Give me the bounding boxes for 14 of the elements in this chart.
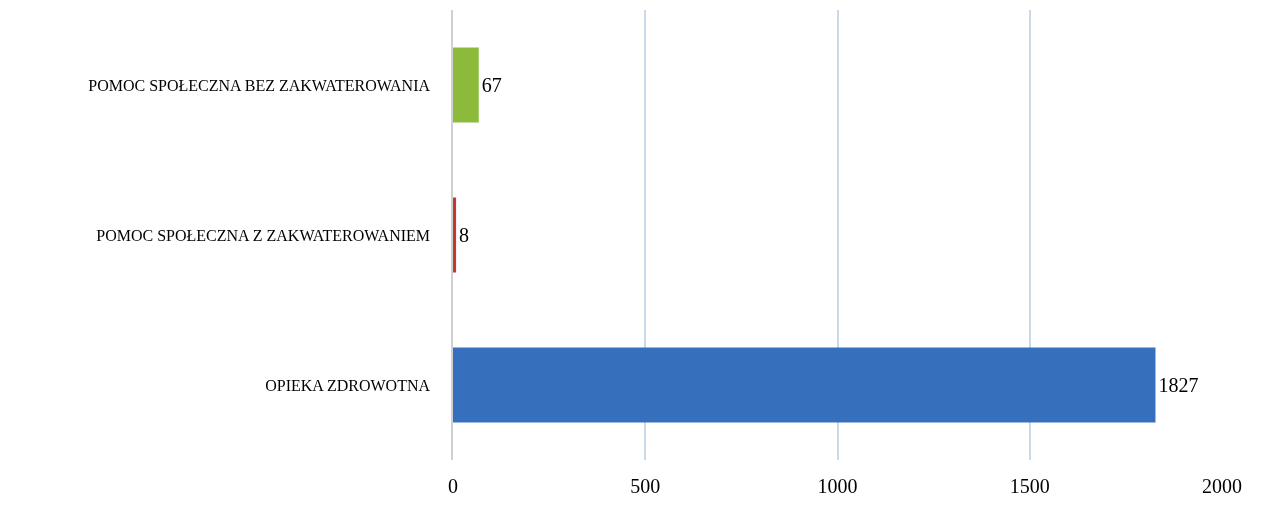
- x-tick-label: 1500: [1009, 475, 1050, 497]
- x-tick-label: 0: [448, 475, 458, 497]
- data-label: 8: [459, 224, 470, 246]
- data-label: 67: [481, 74, 502, 96]
- x-tick-label: 1000: [817, 475, 858, 497]
- y-tick-label: OPIEKA ZDROWOTNA: [265, 376, 431, 394]
- y-tick-label: POMOC SPOŁECZNA Z ZAKWATEROWANIEM: [96, 226, 431, 244]
- x-tick-label: 2000: [1202, 475, 1242, 497]
- x-tick-label: 500: [630, 475, 661, 497]
- bar: [453, 347, 1156, 423]
- bar: [453, 47, 479, 123]
- bar: [453, 197, 457, 273]
- y-tick-label: POMOC SPOŁECZNA BEZ ZAKWATEROWANIA: [88, 76, 431, 94]
- data-label: 1827: [1158, 374, 1199, 396]
